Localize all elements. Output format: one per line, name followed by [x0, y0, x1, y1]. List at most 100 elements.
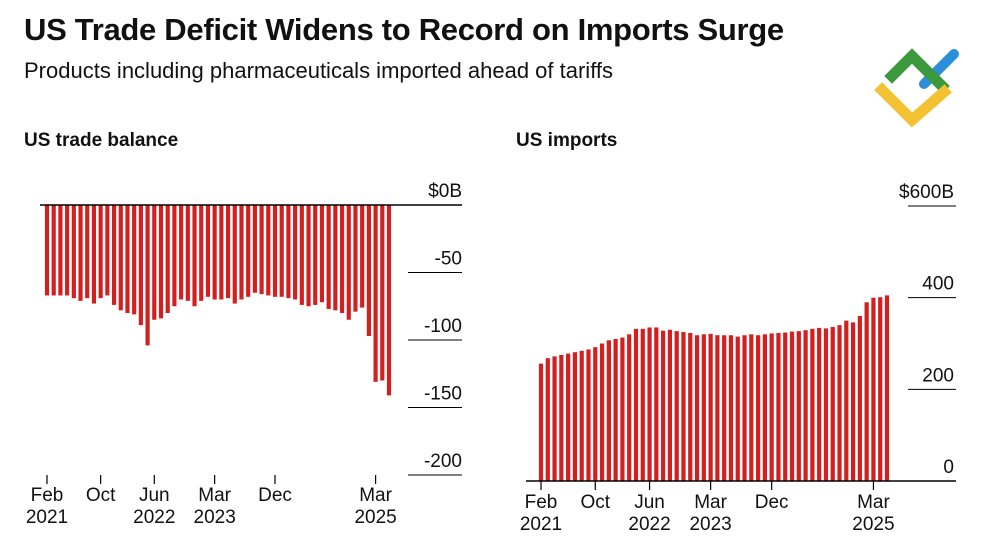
balance-x-tick-label: Mar [359, 485, 392, 506]
imports-bar [640, 328, 645, 481]
balance-bar [313, 205, 318, 305]
imports-bar [627, 334, 632, 481]
balance-bar [212, 205, 217, 300]
trade-balance-title: US trade balance [24, 130, 179, 151]
balance-bar [78, 205, 83, 301]
imports-x-tick-year-label: 2023 [689, 514, 731, 535]
balance-bar [51, 205, 56, 296]
balance-bar [252, 205, 257, 293]
imports-bar [647, 327, 652, 481]
brand-logo-icon [872, 40, 962, 130]
balance-bar [205, 205, 211, 297]
imports-x-tick-label: Oct [580, 492, 610, 513]
imports-bar [674, 331, 679, 481]
balance-x-tick-label: Feb [31, 485, 64, 506]
balance-bar [286, 205, 291, 299]
imports-bar [654, 327, 659, 481]
imports-bar [837, 325, 842, 481]
imports-bar [722, 335, 727, 481]
imports-bar [572, 352, 578, 481]
imports-bar [817, 327, 822, 481]
imports-bar [633, 328, 639, 481]
balance-bar [199, 205, 204, 301]
imports-bar [864, 302, 869, 481]
imports-bar [728, 335, 734, 481]
imports-bar [701, 334, 706, 481]
logo-green-stroke [884, 48, 950, 94]
imports-bar [762, 334, 767, 481]
balance-bar [145, 205, 150, 346]
balance-bar [105, 205, 110, 296]
imports-x-tick-label: Mar [857, 492, 890, 513]
balance-bar [373, 205, 378, 382]
imports-bar [708, 333, 713, 481]
imports-bar [749, 334, 754, 481]
imports-bar [538, 363, 544, 481]
balance-y-tick-label: -50 [435, 249, 462, 270]
imports-x-tick-label: Feb [525, 492, 558, 513]
imports-bar [586, 349, 591, 481]
balance-bar [219, 205, 224, 300]
imports-title: US imports [516, 130, 618, 151]
imports-y-tick-label: 0 [943, 457, 954, 478]
balance-bar [71, 205, 76, 299]
imports-bar [769, 333, 774, 481]
balance-bar [225, 205, 231, 299]
balance-y-tick-label: -100 [424, 316, 462, 337]
balance-y-tick-label: -200 [424, 451, 462, 472]
balance-bar [138, 205, 143, 326]
imports-x-tick-year-label: 2021 [520, 514, 562, 535]
balance-x-tick-year-label: 2023 [194, 507, 236, 528]
imports-bar [830, 327, 835, 481]
imports-y-tick-label: 200 [922, 365, 954, 386]
balance-bar [266, 205, 271, 296]
balance-x-tick-label: Oct [86, 485, 116, 506]
balance-bar [333, 205, 338, 311]
imports-bar [810, 328, 815, 481]
imports-bar [742, 335, 747, 481]
imports-bar [755, 335, 761, 481]
imports-bar [783, 332, 788, 481]
imports-x-tick-label: Dec [755, 492, 789, 513]
imports-y-tick-label: 400 [922, 274, 954, 295]
balance-bar [65, 205, 70, 296]
balance-x-tick-label: Dec [258, 485, 292, 506]
balance-bar [98, 205, 103, 299]
imports-bar [579, 350, 584, 481]
imports-bar [871, 297, 876, 481]
balance-bar [346, 205, 351, 320]
balance-bar [239, 205, 244, 300]
imports-x-tick-label: Jun [634, 492, 665, 513]
imports-bar [559, 354, 564, 481]
imports-bar [857, 316, 862, 481]
imports-bar [552, 356, 557, 481]
imports-bar [613, 338, 618, 481]
balance-bar [326, 205, 331, 309]
imports-bar [599, 343, 605, 481]
chart-subtitle: Products including pharmaceuticals impor… [24, 58, 614, 83]
imports-bar [796, 331, 801, 481]
balance-bar [125, 205, 130, 313]
imports-bar [606, 340, 611, 481]
balance-bar [293, 205, 298, 300]
imports-bar [844, 320, 849, 481]
imports-bar [593, 347, 598, 481]
imports-bar [789, 331, 795, 481]
imports-bar [545, 358, 550, 481]
balance-bar [185, 205, 190, 301]
balance-bar [353, 205, 358, 312]
imports-bar [661, 330, 666, 481]
balance-bar [366, 205, 371, 336]
imports-bar [688, 332, 693, 481]
balance-bar [132, 205, 137, 315]
balance-bar [386, 205, 392, 396]
balance-bar [232, 205, 237, 304]
imports-bar [566, 353, 571, 481]
balance-x-tick-label: Mar [198, 485, 231, 506]
imports-bar [681, 332, 686, 481]
balance-bar [272, 205, 278, 297]
balance-bar [91, 205, 97, 304]
balance-bar [118, 205, 123, 311]
